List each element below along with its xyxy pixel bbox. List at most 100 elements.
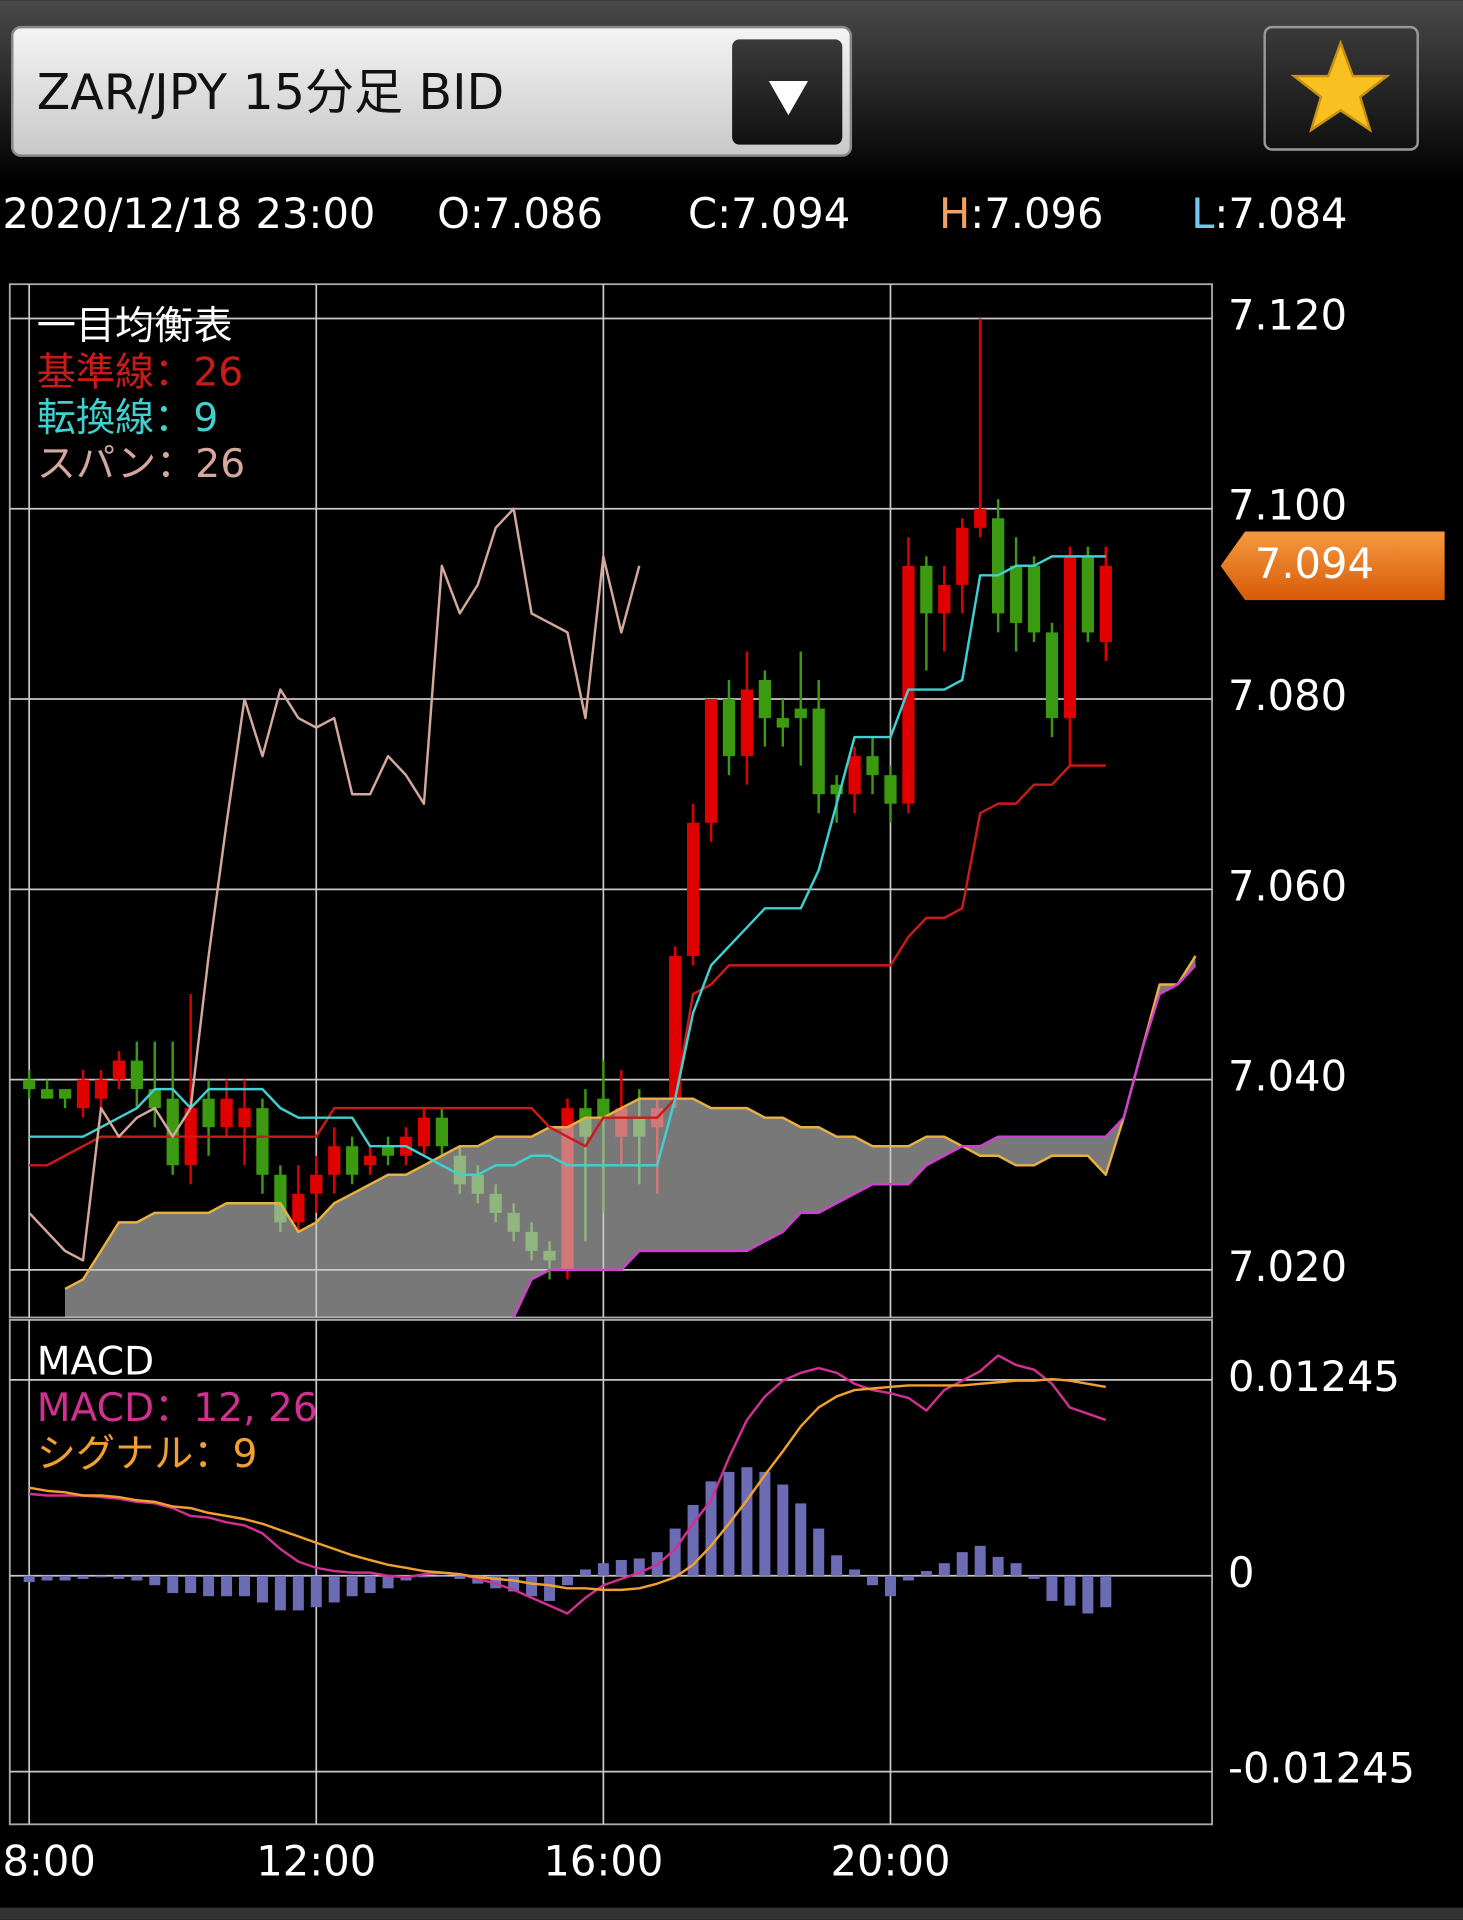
y-tick-label: 7.080 <box>1228 671 1347 720</box>
y-tick-label: 7.120 <box>1228 290 1347 339</box>
bottom-strip <box>0 1907 1463 1920</box>
x-tick-label: 16:00 <box>543 1837 663 1886</box>
plot-frame <box>8 283 1213 1319</box>
quote: O:7.086 <box>437 189 603 238</box>
candle-body <box>1063 556 1077 719</box>
dropdown-arrow <box>768 80 809 116</box>
histogram-bar <box>238 1575 251 1597</box>
histogram-bar <box>687 1504 699 1576</box>
last-price-tag <box>1220 531 1445 601</box>
candle-body <box>1027 565 1041 633</box>
candle-body <box>346 1146 359 1175</box>
legend-item: シグナル：9 <box>37 1432 258 1477</box>
candle-body <box>328 1146 341 1175</box>
favorite-button[interactable] <box>1263 25 1419 151</box>
plot-area <box>9 1319 1213 1825</box>
y-tick-label: 7.060 <box>1228 861 1347 910</box>
quote-value: :7.086 <box>470 189 603 238</box>
histogram-bar <box>95 1575 107 1578</box>
histogram-bar <box>292 1575 304 1611</box>
y-tick-label: -0.01245 <box>1228 1744 1415 1793</box>
candle-body <box>76 1079 90 1109</box>
candle-body <box>112 1060 126 1080</box>
candle-body <box>220 1098 233 1128</box>
histogram-bar <box>418 1575 430 1578</box>
candle-body <box>974 508 987 528</box>
candle-body <box>884 775 897 804</box>
histogram-bar <box>561 1575 573 1586</box>
indicator-line <box>29 1354 1107 1615</box>
quote-value: :7.084 <box>1214 189 1347 238</box>
candle-body <box>830 784 843 795</box>
x-tick-label: 20:00 <box>831 1837 951 1886</box>
histogram-bar <box>669 1528 681 1576</box>
legend-item: MACD：12, 26 <box>37 1386 318 1431</box>
histogram-bar <box>167 1575 179 1594</box>
y-tick-label: 0.01245 <box>1228 1352 1400 1401</box>
candle-body <box>435 1117 449 1147</box>
span-b-line <box>512 964 1197 1318</box>
histogram-bar <box>884 1575 896 1597</box>
histogram-bar <box>813 1528 825 1576</box>
histogram-bar <box>454 1575 466 1579</box>
candle-body <box>40 1089 54 1099</box>
candle-body <box>202 1098 215 1128</box>
candle-body <box>1045 632 1059 719</box>
candle-body <box>363 1155 377 1166</box>
candle-body <box>812 708 825 795</box>
cloud <box>65 955 1196 1318</box>
indicator-line <box>29 555 1106 1176</box>
candle-body <box>920 565 933 614</box>
histogram-bar <box>149 1575 161 1586</box>
symbol-title: ZAR/JPY 15分足 BID <box>37 64 504 121</box>
quote-label: C <box>688 189 717 238</box>
legend-title: MACD <box>37 1340 154 1385</box>
dropdown-box[interactable] <box>11 25 853 157</box>
histogram-bar <box>597 1563 609 1576</box>
histogram-bar <box>364 1575 376 1594</box>
histogram-bar <box>203 1575 215 1597</box>
quote: C:7.094 <box>688 189 850 238</box>
candle-body <box>58 1089 72 1099</box>
quote-value: :7.094 <box>717 189 850 238</box>
candle-body <box>417 1117 431 1147</box>
histogram-bar <box>185 1575 197 1594</box>
candle-body <box>669 955 682 1099</box>
histogram-bar <box>131 1575 143 1581</box>
histogram-bar <box>508 1575 520 1592</box>
quote: H:7.096 <box>939 189 1103 238</box>
candle-body <box>1009 565 1023 623</box>
candle-body <box>597 1098 610 1118</box>
histogram-bar <box>1046 1575 1058 1601</box>
candle-body <box>902 565 915 804</box>
y-tick-label: 0 <box>1228 1548 1254 1597</box>
histogram-bar <box>41 1575 53 1581</box>
histogram-bar <box>938 1563 950 1576</box>
histogram-bar <box>1028 1575 1040 1579</box>
candle-body <box>722 699 736 757</box>
candle-body <box>94 1079 108 1099</box>
symbol-dropdown[interactable]: ZAR/JPY 15分足 BID <box>11 25 853 157</box>
candle-body <box>292 1193 305 1223</box>
histogram-bar <box>1100 1575 1112 1608</box>
histogram-bar <box>741 1467 753 1576</box>
histogram-bar <box>544 1575 556 1601</box>
candle-body <box>130 1060 143 1090</box>
histogram-bar <box>221 1575 233 1597</box>
legend-title: 一目均衡表 <box>37 304 233 349</box>
histogram-bar <box>705 1481 717 1576</box>
indicator-line <box>28 1377 1106 1592</box>
x-tick-label: 12:00 <box>256 1837 376 1886</box>
candle-body <box>758 680 771 719</box>
quote-label: H <box>939 189 970 238</box>
candle-body <box>776 718 789 728</box>
histogram-bar <box>974 1545 986 1576</box>
histogram-bar <box>759 1471 771 1576</box>
histogram-bar <box>328 1575 340 1603</box>
candle-body <box>238 1108 251 1128</box>
y-tick-label: 7.100 <box>1228 481 1347 530</box>
histogram-bar <box>956 1552 968 1576</box>
plot-frame <box>8 1319 1213 1826</box>
histogram-bar <box>59 1575 71 1581</box>
